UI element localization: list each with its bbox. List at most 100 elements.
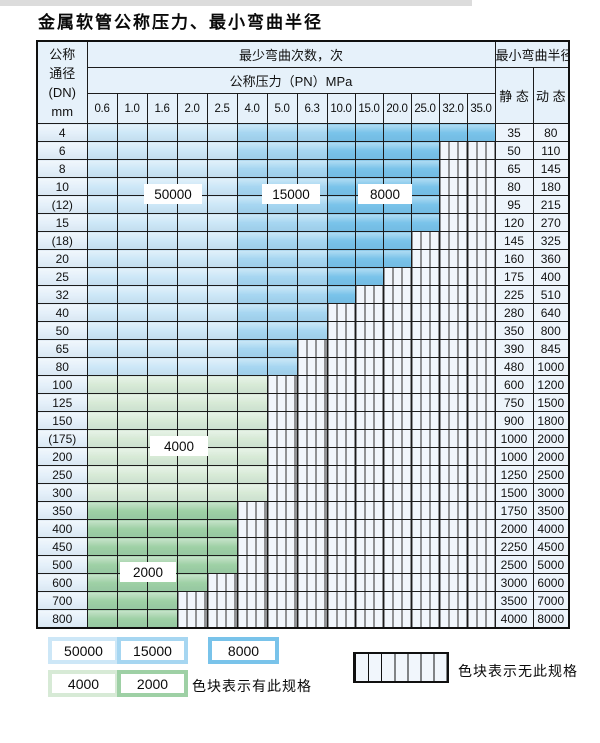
table-row: 15 120 270 xyxy=(36,213,570,232)
spec-cell xyxy=(266,231,298,250)
pressure-value-header: 0.6 xyxy=(86,93,118,124)
spec-cell xyxy=(382,357,412,376)
static-radius-cell: 480 xyxy=(494,357,534,376)
spec-cell xyxy=(86,501,118,520)
spec-cell xyxy=(206,537,238,556)
spec-cell xyxy=(410,357,440,376)
spec-cell xyxy=(266,573,298,592)
spec-cell xyxy=(410,537,440,556)
static-radius-cell: 2500 xyxy=(494,555,534,574)
spec-cell xyxy=(86,177,118,196)
table-row: 100 600 1200 xyxy=(36,375,570,394)
dn-cell: 10 xyxy=(36,177,88,196)
spec-cell xyxy=(410,609,440,629)
spec-cell xyxy=(266,357,298,376)
table-row: 8 65 145 xyxy=(36,159,570,178)
spec-cell xyxy=(176,285,208,304)
spec-cell xyxy=(116,249,148,268)
spec-cell xyxy=(86,411,118,430)
spec-cell xyxy=(266,159,298,178)
pressure-value-header: 6.3 xyxy=(296,93,328,124)
spec-cell xyxy=(176,231,208,250)
spec-cell xyxy=(410,303,440,322)
spec-cell xyxy=(354,591,384,610)
spec-cell xyxy=(236,195,268,214)
spec-cell xyxy=(236,555,268,574)
spec-cell xyxy=(266,447,298,466)
spec-cell xyxy=(354,501,384,520)
dynamic-radius-cell: 325 xyxy=(532,231,570,250)
spec-cell xyxy=(266,465,298,484)
dynamic-radius-cell: 1800 xyxy=(532,411,570,430)
static-radius-cell: 120 xyxy=(494,213,534,232)
spec-cell xyxy=(236,321,268,340)
spec-cell xyxy=(466,123,496,142)
dn-cell: 32 xyxy=(36,285,88,304)
spec-cell xyxy=(382,609,412,629)
spec-cell xyxy=(206,555,238,574)
spec-cell xyxy=(382,519,412,538)
spec-cell xyxy=(466,357,496,376)
legend-value: 4000 xyxy=(52,674,115,693)
spec-cell xyxy=(466,609,496,629)
spec-cell xyxy=(438,519,468,538)
spec-cell xyxy=(236,483,268,502)
spec-cell xyxy=(326,483,356,502)
spec-cell xyxy=(146,249,178,268)
dn-cell: 8 xyxy=(36,159,88,178)
legend-has-spec-note: 色块表示有此规格 xyxy=(192,678,312,694)
spec-cell xyxy=(354,357,384,376)
spec-cell xyxy=(236,213,268,232)
spec-cell xyxy=(236,465,268,484)
spec-cell xyxy=(438,321,468,340)
spec-cell xyxy=(354,375,384,394)
spec-cell xyxy=(146,609,178,629)
spec-cell xyxy=(438,357,468,376)
dynamic-radius-cell: 1500 xyxy=(532,393,570,412)
spec-cell xyxy=(296,375,328,394)
spec-cell xyxy=(176,213,208,232)
static-radius-cell: 4000 xyxy=(494,609,534,629)
spec-cell xyxy=(382,231,412,250)
spec-cell xyxy=(266,537,298,556)
dn-cell: 80 xyxy=(36,357,88,376)
spec-cell xyxy=(466,591,496,610)
spec-cell xyxy=(86,375,118,394)
spec-cell xyxy=(326,303,356,322)
dynamic-radius-cell: 270 xyxy=(532,213,570,232)
spec-cell xyxy=(354,231,384,250)
dynamic-radius-cell: 5000 xyxy=(532,555,570,574)
spec-cell xyxy=(296,249,328,268)
legend-swatch-4000: 4000 xyxy=(48,670,119,697)
spec-cell xyxy=(236,249,268,268)
spec-cell xyxy=(116,609,148,629)
spec-cell xyxy=(382,213,412,232)
spec-cell xyxy=(438,429,468,448)
spec-cell xyxy=(206,483,238,502)
spec-cell xyxy=(382,339,412,358)
spec-cell xyxy=(236,393,268,412)
dynamic-radius-cell: 6000 xyxy=(532,573,570,592)
table-row: 20 160 360 xyxy=(36,249,570,268)
spec-cell xyxy=(354,483,384,502)
legend-swatch-15000: 15000 xyxy=(117,637,188,664)
spec-cell xyxy=(354,393,384,412)
spec-cell xyxy=(266,249,298,268)
spec-cell xyxy=(326,123,356,142)
spec-cell xyxy=(236,447,268,466)
dn-cell: 400 xyxy=(36,519,88,538)
spec-cell xyxy=(326,285,356,304)
spec-cell xyxy=(206,321,238,340)
table-row: 700 3500 7000 xyxy=(36,591,570,610)
hose-spec-table: 公称 通径 (DN) mm 最少弯曲次数，次 最小弯曲半径 公称压力（PN）MP… xyxy=(36,40,571,629)
spec-cell xyxy=(326,159,356,178)
spec-cell xyxy=(206,429,238,448)
table-row: 65 390 845 xyxy=(36,339,570,358)
legend-swatch-8000: 8000 xyxy=(208,637,279,664)
spec-cell xyxy=(438,447,468,466)
spec-cell xyxy=(354,321,384,340)
spec-cell xyxy=(146,141,178,160)
spec-cell xyxy=(86,429,118,448)
spec-cell xyxy=(266,519,298,538)
dynamic-radius-cell: 2500 xyxy=(532,465,570,484)
